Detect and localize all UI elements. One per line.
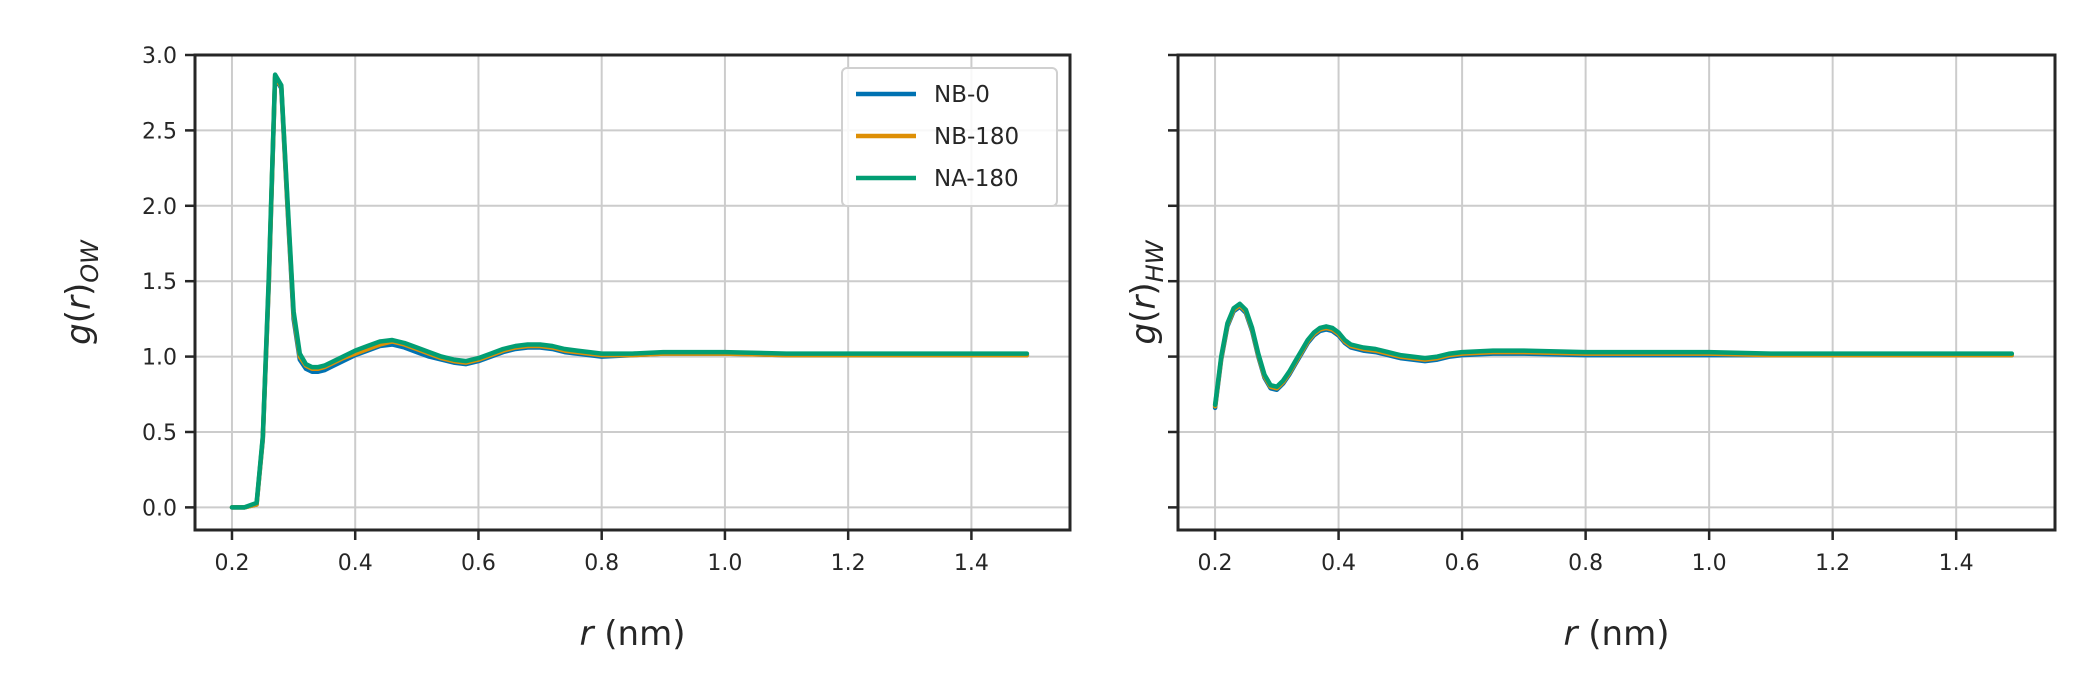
x-tick-label: 0.6 <box>461 551 496 576</box>
legend-label-na-180: NA-180 <box>934 166 1019 192</box>
plot-frame <box>1176 53 2057 532</box>
plot-frame <box>193 53 1072 532</box>
x-tick-label: 0.2 <box>214 551 249 576</box>
legend-label-nb-0: NB-0 <box>934 82 990 108</box>
x-tick-label: 0.8 <box>584 551 619 576</box>
y-tick-label: 2.0 <box>142 195 177 220</box>
x-tick-label: 0.8 <box>1568 551 1603 576</box>
x-tick-label: 0.4 <box>1321 551 1356 576</box>
y-tick-label: 0.5 <box>142 421 177 446</box>
chart-panel-2: 0.2 0.4 0.6 0.8 1.0 1.2 1.4 r (nm) g(r)HW <box>1124 53 2057 654</box>
x-tick-label: 1.2 <box>831 551 866 576</box>
x-tick-label: 0.4 <box>338 551 373 576</box>
chart-panel-1: 0.2 0.4 0.6 0.8 1.0 1.2 1.4 0.0 0.5 1.0 1.5 2.0 2.5 3… <box>59 44 1072 654</box>
x-tick-label: 1.2 <box>1815 551 1850 576</box>
series-line-na-180 <box>229 72 1030 510</box>
legend-box <box>841 67 1058 207</box>
x-tick-label: 1.0 <box>1692 551 1727 576</box>
y-tick-label: 2.5 <box>142 119 177 144</box>
series-line-na-180 <box>1212 301 2015 408</box>
y-axis-label: g(r)HW <box>1124 239 1169 344</box>
x-axis-label: r (nm) <box>1564 614 1670 654</box>
x-axis-label: r (nm) <box>580 614 686 654</box>
legend-label-nb-180: NB-180 <box>934 124 1019 150</box>
y-tick-label: 1.0 <box>142 346 177 371</box>
y-tick-label: 1.5 <box>142 270 177 295</box>
x-tick-label: 0.6 <box>1445 551 1480 576</box>
x-tick-label: 1.4 <box>1939 551 1974 576</box>
x-tick-label: 0.2 <box>1198 551 1233 576</box>
x-tick-label: 1.0 <box>707 551 742 576</box>
legend: NB-0 NB-180 NA-180 <box>841 67 1058 207</box>
y-tick-label: 0.0 <box>142 496 177 521</box>
y-axis-label: g(r)OW <box>59 239 104 345</box>
y-tick-label: 3.0 <box>142 44 177 69</box>
x-tick-label: 1.4 <box>954 551 989 576</box>
